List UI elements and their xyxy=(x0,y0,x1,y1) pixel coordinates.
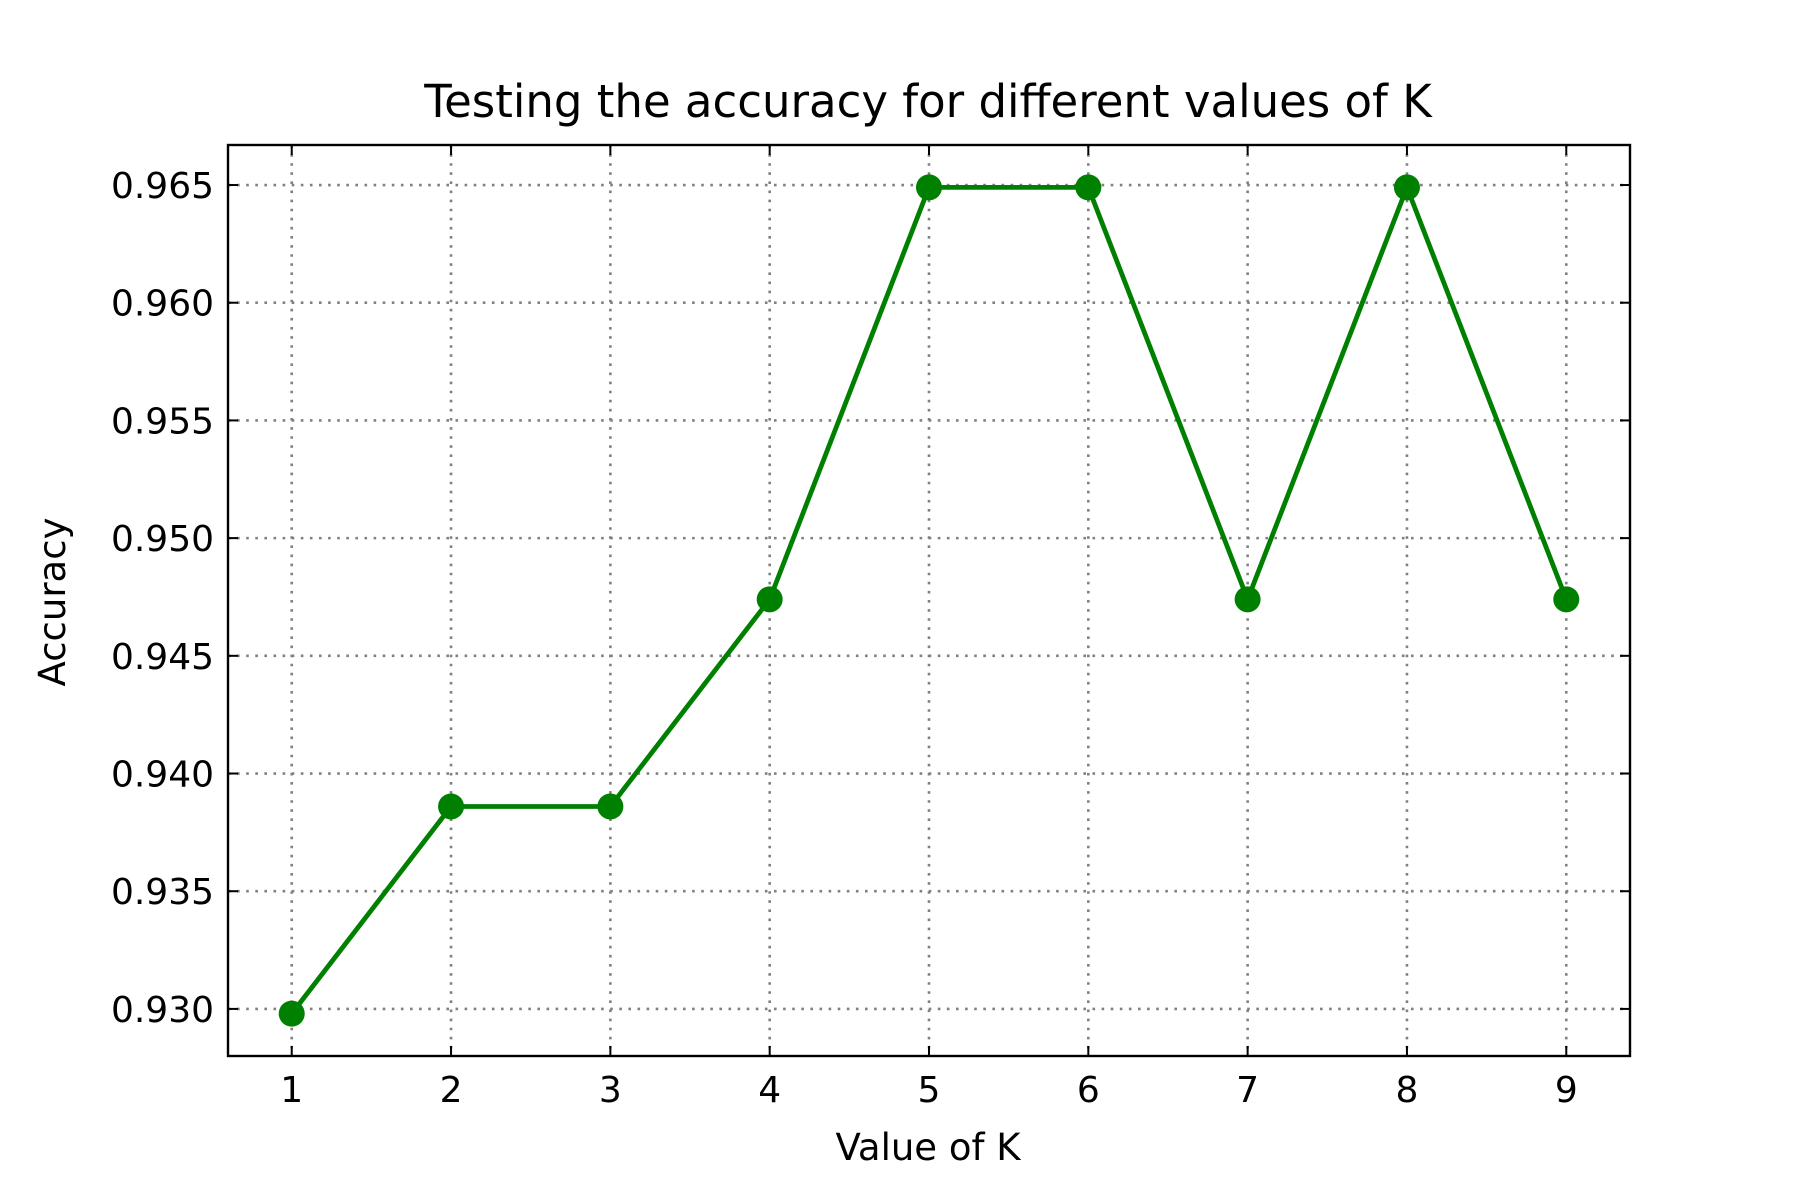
axis-ticks xyxy=(228,145,1630,1056)
data-point xyxy=(1234,586,1261,613)
x-tick-label: 8 xyxy=(1396,1070,1419,1111)
chart-title: Testing the accuracy for different value… xyxy=(423,75,1433,128)
data-point xyxy=(1553,586,1580,613)
data-point xyxy=(1075,174,1102,201)
y-tick-label: 0.950 xyxy=(111,519,214,560)
x-tick-label: 1 xyxy=(280,1070,303,1111)
data-point xyxy=(756,586,783,613)
grid xyxy=(228,145,1630,1056)
y-tick-label: 0.935 xyxy=(111,872,214,913)
x-tick-label: 2 xyxy=(440,1070,463,1111)
y-tick-label: 0.940 xyxy=(111,755,214,796)
tick-labels: 1 2 3 4 5 6 7 8 9 0.930 0.935 0.940 0.945 0.950 0.955 0… xyxy=(111,166,1578,1111)
data-point xyxy=(916,174,942,201)
x-tick-label: 4 xyxy=(758,1070,781,1111)
y-tick-label: 0.965 xyxy=(111,166,214,207)
x-tick-label: 7 xyxy=(1236,1070,1259,1111)
x-tick-label: 6 xyxy=(1077,1070,1100,1111)
y-tick-label: 0.960 xyxy=(111,284,214,325)
x-tick-label: 5 xyxy=(918,1070,941,1111)
data-point xyxy=(597,793,624,820)
y-tick-label: 0.930 xyxy=(111,990,214,1031)
data-point xyxy=(438,793,465,820)
x-axis-title: Value of K xyxy=(835,1126,1022,1169)
data-point xyxy=(278,1000,305,1027)
data-point xyxy=(1393,174,1420,201)
plot-frame xyxy=(226,143,1632,1058)
x-tick-label: 3 xyxy=(599,1070,622,1111)
x-tick-label: 9 xyxy=(1555,1070,1578,1111)
y-axis-title: Accuracy xyxy=(31,518,74,687)
series-layer xyxy=(278,174,1580,1027)
y-tick-label: 0.955 xyxy=(111,401,214,442)
y-tick-label: 0.945 xyxy=(111,637,214,678)
